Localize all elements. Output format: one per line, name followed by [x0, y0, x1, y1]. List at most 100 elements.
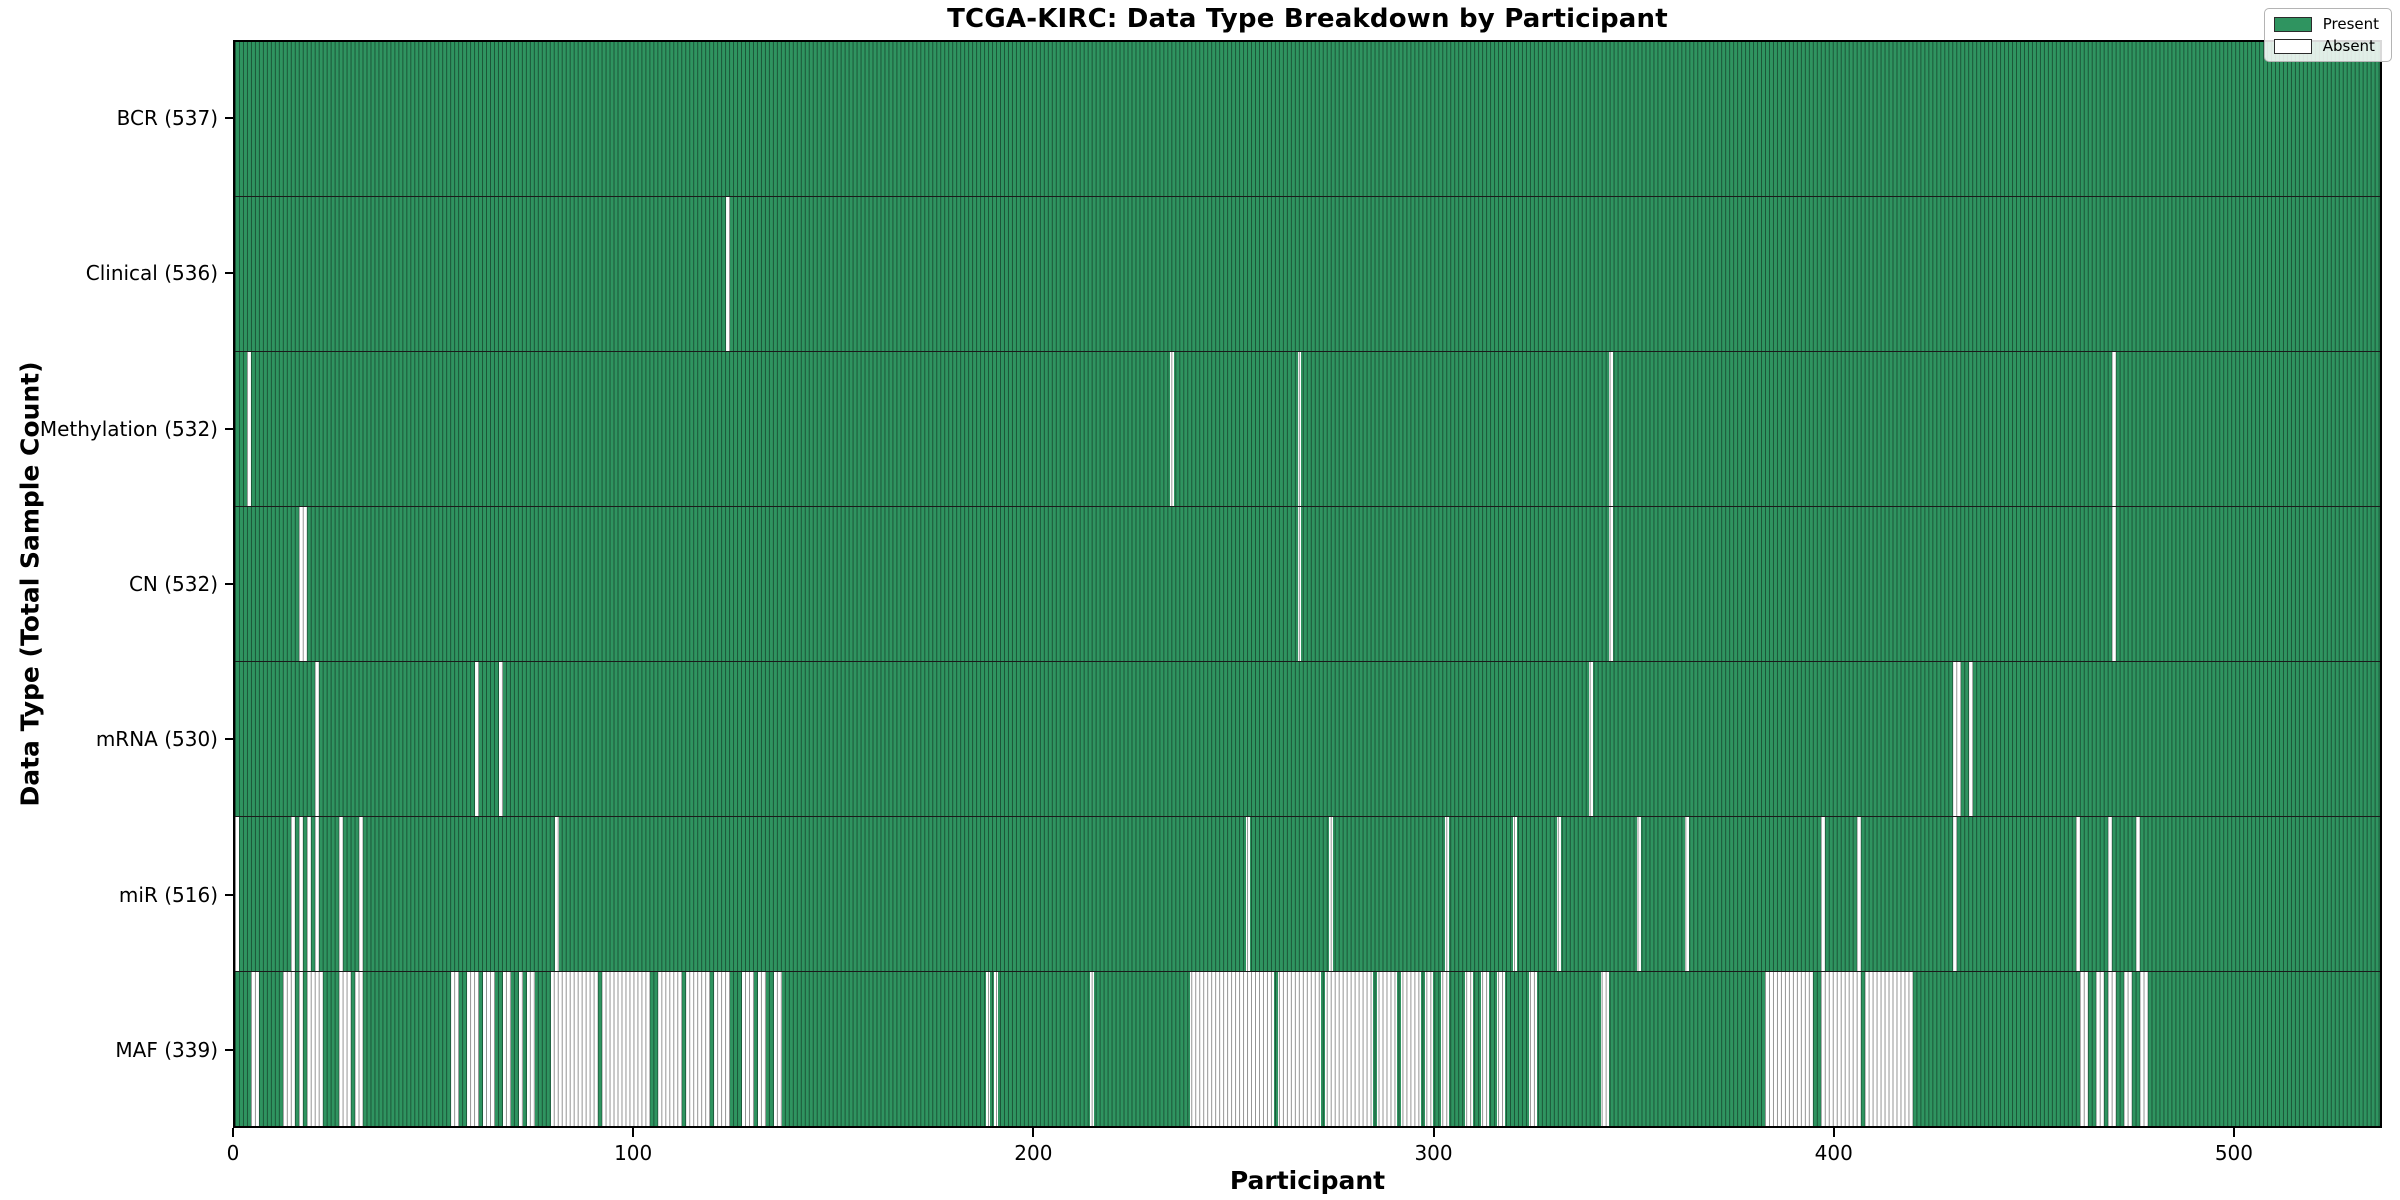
absent-stripe: [1968, 662, 1973, 816]
absent-stripe: [1529, 972, 1538, 1126]
legend-absent-label: Absent: [2322, 37, 2375, 55]
x-tick-mark: [1832, 1128, 1835, 1137]
absent-stripe: [1441, 972, 1450, 1126]
absent-stripe: [290, 817, 295, 971]
absent-stripe: [686, 972, 711, 1126]
absent-stripe: [2108, 817, 2113, 971]
absent-stripe: [2080, 972, 2089, 1126]
absent-stripe: [235, 817, 239, 971]
absent-stripe: [1589, 662, 1594, 816]
y-tick-mark: [225, 116, 233, 119]
legend: Present Absent: [2263, 8, 2392, 62]
legend-item-present: Present: [2273, 16, 2379, 32]
x-tick-mark: [232, 1128, 234, 1137]
x-tick-mark: [2232, 1128, 2235, 1137]
bar-edge-overlay: [235, 352, 2380, 506]
absent-stripe: [1609, 507, 1614, 661]
absent-stripe: [2140, 972, 2149, 1126]
y-tick-mark: [225, 893, 233, 896]
absent-stripe: [314, 817, 319, 971]
y-tick-mark: [225, 583, 233, 585]
y-tick-mark: [225, 1049, 233, 1052]
absent-stripe: [1820, 817, 1825, 971]
absent-stripe: [602, 972, 651, 1126]
bar-edge-overlay: [235, 662, 2380, 816]
absent-stripe: [2096, 972, 2105, 1126]
absent-swatch-icon: [2273, 38, 2312, 54]
absent-stripe: [482, 972, 495, 1126]
absent-stripe: [298, 817, 303, 971]
absent-stripe: [2136, 817, 2141, 971]
absent-stripe: [1377, 972, 1398, 1126]
absent-stripe: [993, 972, 998, 1126]
x-tick-label-100: 100: [614, 1141, 653, 1165]
heatmap-row-mir: [235, 817, 2380, 972]
chart-title: TCGA-KIRC: Data Type Breakdown by Partic…: [947, 4, 1668, 34]
absent-stripe: [985, 972, 990, 1126]
heatmap-row-cn: [235, 507, 2380, 662]
absent-stripe: [658, 972, 683, 1126]
bar-edge-overlay: [235, 42, 2380, 196]
legend-item-absent: Absent: [2273, 37, 2379, 55]
absent-stripe: [306, 817, 311, 971]
plot-area: [233, 40, 2382, 1128]
y-tick-label-mir: miR (516): [118, 882, 218, 907]
absent-stripe: [554, 817, 559, 971]
absent-stripe: [2112, 507, 2117, 661]
absent-stripe: [498, 662, 503, 816]
absent-stripe: [1609, 352, 1614, 506]
x-tick-mark: [632, 1128, 635, 1137]
absent-stripe: [466, 972, 479, 1126]
absent-stripe: [2076, 817, 2081, 971]
absent-stripe: [526, 972, 535, 1126]
x-axis-label: Participant: [1229, 1166, 1386, 1195]
present-swatch-icon: [2273, 16, 2312, 32]
y-tick-mark: [225, 272, 233, 275]
absent-stripe: [1952, 662, 1961, 816]
absent-stripe: [502, 972, 511, 1126]
absent-stripe: [1465, 972, 1474, 1126]
heatmap-row-methylation: [235, 352, 2380, 507]
x-tick-mark: [1432, 1128, 1435, 1137]
bar-edge-overlay: [235, 507, 2380, 661]
absent-stripe: [1297, 507, 1302, 661]
absent-stripe: [1089, 972, 1094, 1126]
absent-stripe: [1245, 817, 1250, 971]
y-tick-mark: [225, 738, 233, 741]
absent-stripe: [354, 972, 363, 1126]
absent-stripe: [726, 197, 731, 351]
bar-edge-overlay: [235, 197, 2380, 351]
x-tick-mark: [1032, 1128, 1035, 1137]
y-tick-label-mrna: mRNA (530): [95, 727, 218, 752]
absent-stripe: [1952, 817, 1957, 971]
absent-stripe: [1297, 352, 1302, 506]
absent-stripe: [1169, 352, 1174, 506]
x-tick-label-200: 200: [1014, 1141, 1053, 1165]
absent-stripe: [2112, 352, 2117, 506]
absent-stripe: [282, 972, 295, 1126]
y-tick-label-maf: MAF (339): [115, 1038, 218, 1063]
absent-stripe: [1684, 817, 1689, 971]
absent-stripe: [246, 352, 251, 506]
absent-stripe: [1425, 972, 1434, 1126]
absent-stripe: [774, 972, 783, 1126]
heatmap-row-clinical: [235, 197, 2380, 352]
absent-stripe: [1445, 817, 1450, 971]
absent-stripe: [558, 972, 599, 1126]
y-tick-label-bcr: BCR (537): [116, 105, 218, 130]
absent-stripe: [474, 662, 479, 816]
absent-stripe: [298, 507, 307, 661]
absent-stripe: [1764, 972, 1813, 1126]
absent-stripe: [1329, 817, 1334, 971]
absent-stripe: [550, 972, 559, 1126]
absent-stripe: [1277, 972, 1322, 1126]
absent-stripe: [1557, 817, 1562, 971]
y-tick-mark: [225, 427, 233, 430]
absent-stripe: [2108, 972, 2117, 1126]
y-tick-label-cn: CN (532): [128, 572, 218, 596]
absent-stripe: [1856, 817, 1861, 971]
absent-stripe: [1637, 817, 1642, 971]
absent-stripe: [250, 972, 259, 1126]
x-tick-label-400: 400: [1814, 1141, 1853, 1165]
